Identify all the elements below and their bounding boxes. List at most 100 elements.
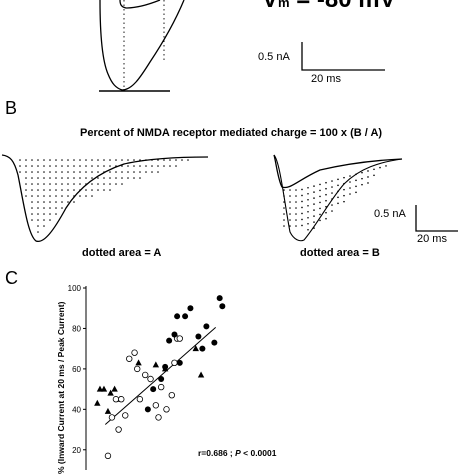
- stipple-dot: [121, 177, 123, 179]
- stipple-dot: [289, 189, 291, 191]
- stipple-dot: [61, 177, 63, 179]
- stipple-dot: [283, 219, 285, 221]
- data-point-open-circle: [104, 452, 112, 460]
- stipple-dot: [283, 189, 285, 191]
- stipple-dot: [43, 219, 45, 221]
- stipple-dot: [157, 171, 159, 173]
- regression-line: [104, 327, 217, 425]
- stipple-dot: [91, 189, 93, 191]
- y-tick-label: 20: [72, 446, 81, 455]
- panel-b-formula: Percent of NMDA receptor mediated charge…: [80, 127, 383, 139]
- stipple-dot: [37, 159, 39, 161]
- stipple-dot: [295, 189, 297, 191]
- stipple-dot: [37, 201, 39, 203]
- stipple-dot: [19, 159, 21, 161]
- stipple-dot: [319, 213, 321, 216]
- stipple-dot: [325, 199, 327, 202]
- stipple-dot: [31, 219, 33, 221]
- stipple-dot: [85, 165, 87, 167]
- stipple-dot: [331, 192, 333, 194]
- stipple-dot: [175, 165, 177, 167]
- panel-b-right-trace: [273, 154, 403, 242]
- stipple-dot: [115, 177, 117, 179]
- stipple-dot: [301, 218, 303, 221]
- stipple-dot: [49, 201, 51, 203]
- stipple-dot: [31, 159, 33, 161]
- data-point-filled-circle: [158, 376, 165, 382]
- stipple-dot: [109, 177, 111, 179]
- stipple-dot: [91, 195, 93, 197]
- stipple-dot: [67, 177, 69, 179]
- stipple-dot: [115, 159, 117, 161]
- stipple-dot: [49, 159, 51, 161]
- stipple-dot: [103, 159, 105, 161]
- stipple-dot: [31, 165, 33, 167]
- stipple-dot: [127, 165, 129, 167]
- stipple-dot: [313, 191, 315, 193]
- stipple-dot: [19, 171, 21, 173]
- stipple-dot: [283, 207, 285, 209]
- stipple-dot: [67, 171, 69, 173]
- stipple-dot: [307, 198, 309, 201]
- stipple-dot: [289, 225, 291, 227]
- stipple-dot: [43, 159, 45, 161]
- stipple-dot: [289, 213, 291, 215]
- stipple-dot: [61, 183, 63, 185]
- panel-a-trace: [99, 0, 185, 92]
- data-point-filled-circle: [195, 333, 202, 340]
- stipple-dot: [343, 200, 345, 203]
- stipple-dot: [307, 204, 309, 207]
- stipple-dot: [343, 194, 345, 197]
- stipple-dot: [73, 159, 75, 161]
- y-tick-label: 100: [68, 284, 82, 293]
- stipple-dot: [85, 189, 87, 191]
- stipple-dot: [49, 165, 51, 167]
- stipple-dot: [163, 165, 165, 167]
- stipple-dot: [289, 195, 291, 197]
- stipple-dot: [301, 194, 303, 197]
- stipple-dot: [331, 180, 333, 182]
- panel-c-plot: 20 40 60 80 100: [68, 284, 226, 470]
- stipple-dot: [295, 225, 297, 227]
- stipple-dot: [283, 213, 285, 215]
- stipple-dot: [67, 183, 69, 185]
- stipple-dot: [55, 159, 57, 161]
- stipple-dot: [379, 166, 381, 169]
- stipple-dot: [349, 175, 351, 177]
- stipple-dot: [19, 165, 21, 167]
- stipple-dot: [187, 159, 189, 161]
- stipple-dot: [91, 159, 93, 161]
- data-point-open-circle: [118, 396, 125, 403]
- stipple-dot: [295, 207, 297, 209]
- stipple-dot: [109, 183, 111, 185]
- stipple-dot: [133, 177, 135, 179]
- stipple-dot: [73, 177, 75, 179]
- stipple-dot: [301, 188, 303, 191]
- stipple-dot: [355, 185, 357, 188]
- data-point-filled-circle: [199, 345, 206, 352]
- data-point-open-circle: [115, 426, 122, 433]
- stipple-dot: [349, 187, 351, 189]
- stipple-dot: [85, 159, 87, 161]
- stipple-dot: [79, 195, 81, 197]
- stipple-dot: [331, 210, 333, 212]
- stipple-dot: [85, 171, 87, 173]
- stipple-dot: [109, 171, 111, 173]
- data-point-filled-circle: [144, 406, 151, 413]
- stipple-dot: [181, 159, 183, 161]
- stipple-dot: [295, 219, 297, 221]
- y-tick-label: 40: [72, 405, 81, 414]
- stipple-dot: [319, 195, 321, 198]
- data-point-triangle: [152, 361, 160, 368]
- stipple-dot: [289, 207, 291, 209]
- stipple-dot: [115, 165, 117, 167]
- stipple-dot: [91, 165, 93, 167]
- stipple-dot: [31, 177, 33, 179]
- data-point-triangle: [94, 399, 101, 406]
- stipple-dot: [373, 174, 375, 177]
- stipple-dot: [145, 159, 147, 161]
- stipple-dot: [295, 201, 297, 203]
- stipple-dot: [109, 189, 111, 191]
- stipple-dot: [103, 177, 105, 179]
- stipple-dot: [97, 189, 99, 191]
